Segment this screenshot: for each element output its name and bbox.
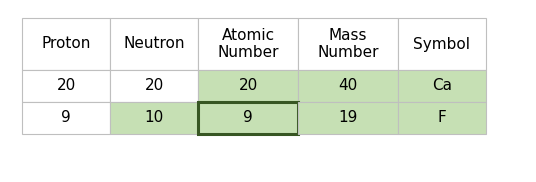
Text: 19: 19 [338, 110, 358, 126]
Bar [198, 18, 298, 70]
Bar [298, 70, 398, 102]
Text: Symbol: Symbol [413, 37, 471, 52]
Bar [398, 18, 486, 70]
Text: 9: 9 [243, 110, 253, 126]
Bar [198, 102, 298, 134]
Bar [110, 102, 198, 134]
Text: 9: 9 [61, 110, 71, 126]
Bar [298, 18, 398, 70]
Text: F: F [437, 110, 446, 126]
Text: 10: 10 [144, 110, 163, 126]
Bar [22, 70, 110, 102]
Bar [398, 102, 486, 134]
Text: 40: 40 [338, 78, 358, 94]
Bar [198, 70, 298, 102]
Text: Proton: Proton [41, 37, 91, 52]
Bar [22, 102, 110, 134]
Text: Atomic
Number: Atomic Number [217, 28, 279, 60]
Text: Ca: Ca [432, 78, 452, 94]
Text: 20: 20 [239, 78, 258, 94]
Text: 20: 20 [56, 78, 76, 94]
Text: Neutron: Neutron [123, 37, 185, 52]
Bar [398, 70, 486, 102]
Bar [110, 18, 198, 70]
Bar [298, 102, 398, 134]
Bar [22, 18, 110, 70]
Text: 20: 20 [144, 78, 163, 94]
Bar [110, 70, 198, 102]
Text: Mass
Number: Mass Number [317, 28, 379, 60]
